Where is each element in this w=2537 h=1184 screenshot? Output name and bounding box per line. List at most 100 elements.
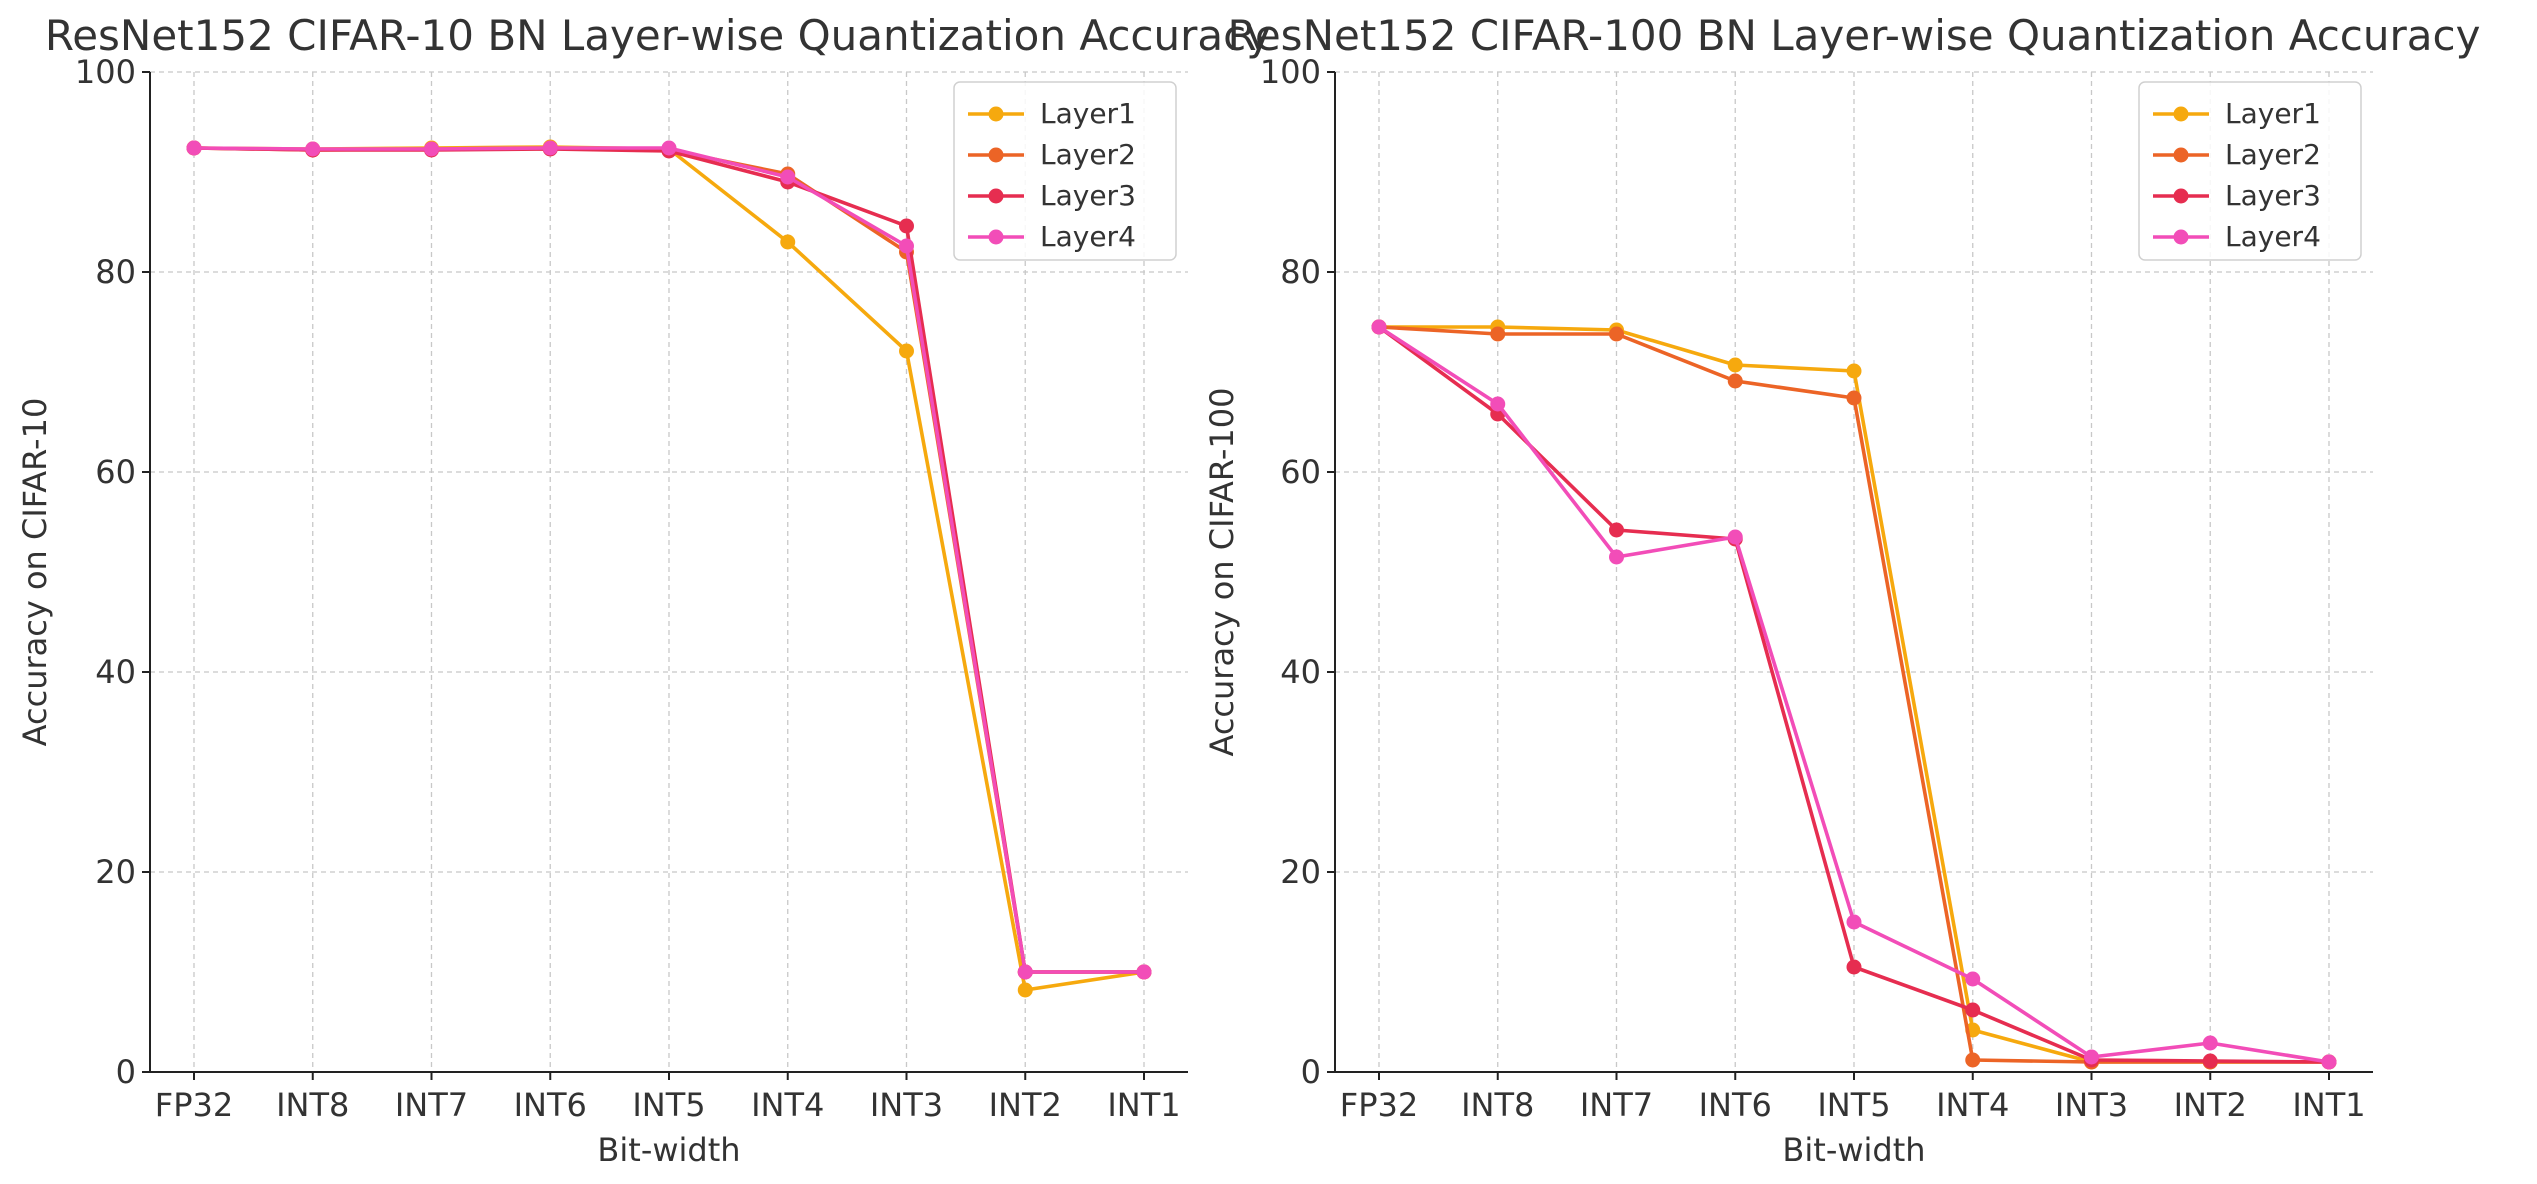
y-tick-label: 40 xyxy=(1280,653,1321,691)
y-tick-label: 60 xyxy=(1280,453,1321,491)
x-tick-label: INT3 xyxy=(870,1086,943,1124)
legend-label: Layer4 xyxy=(1040,220,1136,253)
series-layer4 xyxy=(186,140,1152,980)
x-tick-label: INT8 xyxy=(276,1086,349,1124)
legend-label: Layer2 xyxy=(2225,138,2321,171)
data-point xyxy=(1727,357,1743,373)
data-point xyxy=(1965,1002,1981,1018)
legend-swatch-marker xyxy=(988,229,1004,245)
x-tick-label: INT6 xyxy=(1699,1086,1772,1124)
x-tick-label: INT8 xyxy=(1461,1086,1534,1124)
data-point xyxy=(899,343,914,359)
x-tick-label: INT4 xyxy=(751,1086,824,1124)
legend-swatch-marker xyxy=(2173,229,2189,245)
legend-swatch-marker xyxy=(988,106,1004,122)
legend-swatch-marker xyxy=(2173,188,2189,204)
data-point xyxy=(1846,390,1862,406)
x-tick-label: INT1 xyxy=(1107,1086,1180,1124)
legend-item-layer3: Layer3 xyxy=(2153,179,2321,212)
x-axis-label: Bit-width xyxy=(1782,1131,1925,1169)
grid xyxy=(150,71,1188,1073)
data-point xyxy=(2202,1035,2218,1051)
data-point xyxy=(1965,1052,1981,1068)
chart-panel-2: 0 20 40 60 80 100 FP32 INT8 INT7 INT6 INT5 INT4 INT3… xyxy=(1203,11,2480,1169)
x-tick-label: INT2 xyxy=(2174,1086,2247,1124)
data-point xyxy=(1490,326,1506,342)
legend-item-layer1: Layer1 xyxy=(2153,97,2321,130)
data-point xyxy=(1846,914,1862,930)
legend-box xyxy=(2138,81,2362,261)
chart-panel-1: 0 20 40 60 80 100 FP32 INT8 INT7 INT6 INT5 INT4 INT3… xyxy=(16,11,1271,1169)
data-point xyxy=(1727,529,1743,545)
y-tick-label: 100 xyxy=(75,53,136,91)
legend-swatch-marker xyxy=(988,147,1004,163)
data-point xyxy=(899,238,914,254)
data-point xyxy=(1371,319,1387,335)
legend-swatch-marker xyxy=(2173,147,2189,163)
legend-label: Layer1 xyxy=(2225,97,2321,130)
legend-item-layer4: Layer4 xyxy=(2153,220,2321,253)
data-point xyxy=(2321,1054,2337,1070)
series-layer4 xyxy=(1371,319,2337,1070)
data-point xyxy=(1609,326,1624,342)
legend: Layer1 Layer2 Layer3 Layer4 xyxy=(953,81,1177,261)
data-point xyxy=(1609,522,1624,538)
data-point xyxy=(1609,549,1624,565)
x-tick-label: INT3 xyxy=(2055,1086,2128,1124)
data-point xyxy=(1490,396,1506,412)
legend-item-layer2: Layer2 xyxy=(2153,138,2321,171)
data-point xyxy=(305,141,321,157)
y-axis-label: Accuracy on CIFAR-100 xyxy=(1203,388,1241,757)
data-point xyxy=(542,140,558,156)
x-tick-label: INT5 xyxy=(632,1086,705,1124)
x-tick-label: INT7 xyxy=(395,1086,468,1124)
data-point xyxy=(1846,363,1862,379)
y-tick-label: 80 xyxy=(1280,253,1321,291)
x-axis-label: Bit-width xyxy=(597,1131,740,1169)
data-point xyxy=(661,140,677,156)
y-tick-label: 0 xyxy=(1301,1053,1321,1091)
x-tick-label: INT1 xyxy=(2292,1086,2365,1124)
x-tick-label: FP32 xyxy=(155,1086,233,1124)
legend: Layer1 Layer2 Layer3 Layer4 xyxy=(2138,81,2362,261)
legend-swatch-marker xyxy=(2173,106,2189,122)
y-tick-label: 20 xyxy=(95,853,136,891)
data-point xyxy=(424,141,439,157)
legend-item-layer3: Layer3 xyxy=(968,179,1136,212)
data-point xyxy=(1017,982,1033,998)
legend-swatch-marker xyxy=(988,188,1004,204)
data-point xyxy=(2084,1049,2099,1065)
data-point xyxy=(1965,971,1981,987)
data-point xyxy=(2202,1053,2218,1069)
data-point xyxy=(1846,959,1862,975)
x-tick-label: INT4 xyxy=(1936,1086,2009,1124)
legend-label: Layer4 xyxy=(2225,220,2321,253)
data-point xyxy=(899,218,914,234)
chart-title: ResNet152 CIFAR-100 BN Layer-wise Quanti… xyxy=(1228,11,2481,60)
y-axis-label: Accuracy on CIFAR-10 xyxy=(16,398,54,747)
y-tick-label: 0 xyxy=(116,1053,136,1091)
chart-title: ResNet152 CIFAR-10 BN Layer-wise Quantiz… xyxy=(45,11,1271,60)
legend-item-layer1: Layer1 xyxy=(968,97,1136,130)
y-tick-label: 100 xyxy=(1260,53,1321,91)
legend-label: Layer2 xyxy=(1040,138,1136,171)
data-point xyxy=(780,234,796,250)
legend-label: Layer3 xyxy=(2225,179,2321,212)
legend-label: Layer3 xyxy=(1040,179,1136,212)
y-tick-label: 20 xyxy=(1280,853,1321,891)
x-tick-label: INT6 xyxy=(514,1086,587,1124)
legend-label: Layer1 xyxy=(1040,97,1136,130)
y-tick-label: 80 xyxy=(95,253,136,291)
y-tick-label: 60 xyxy=(95,453,136,491)
data-point xyxy=(1017,964,1033,980)
x-tick-label: INT7 xyxy=(1580,1086,1653,1124)
x-tick-label: INT2 xyxy=(989,1086,1062,1124)
legend-item-layer4: Layer4 xyxy=(968,220,1136,253)
legend-box xyxy=(953,81,1177,261)
data-point xyxy=(1136,964,1152,980)
data-point xyxy=(1727,373,1743,389)
x-tick-label: FP32 xyxy=(1340,1086,1418,1124)
x-tick-label: INT5 xyxy=(1817,1086,1890,1124)
data-point xyxy=(780,169,796,185)
